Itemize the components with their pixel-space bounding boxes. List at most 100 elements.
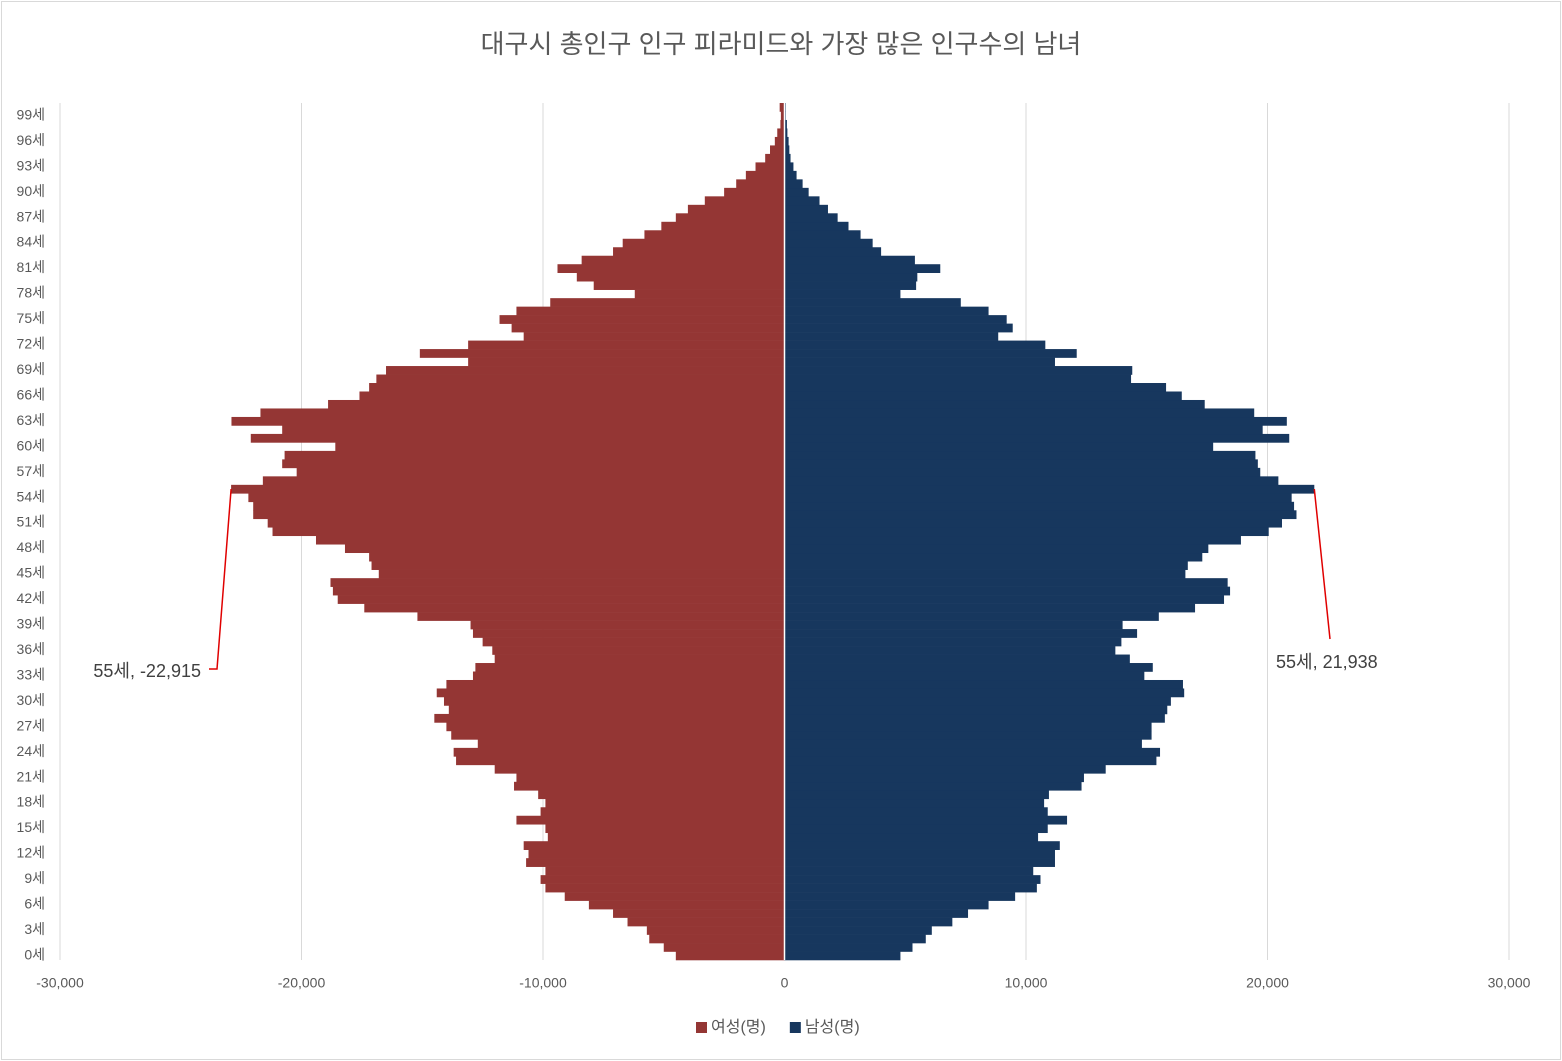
bar <box>332 586 785 596</box>
bar <box>646 926 785 935</box>
bar <box>784 747 1161 757</box>
annotation: 55세, 21,938 <box>1276 652 1378 672</box>
bar <box>482 637 785 647</box>
bar <box>376 374 785 384</box>
bar <box>784 289 901 299</box>
bar <box>784 552 1203 562</box>
bar <box>784 119 787 129</box>
bar <box>557 264 785 274</box>
bar <box>523 332 785 341</box>
y-tick-label: 21세 <box>17 768 45 784</box>
bar <box>315 535 785 545</box>
bar <box>344 544 785 554</box>
leader-line <box>209 489 232 670</box>
x-tick-label: 0 <box>781 975 789 991</box>
bar <box>330 578 785 587</box>
bar <box>282 425 785 435</box>
bar <box>736 179 785 189</box>
bar <box>451 730 785 740</box>
bar <box>784 883 1037 893</box>
y-tick-label: 42세 <box>17 590 45 606</box>
bar <box>784 629 1138 638</box>
bar <box>419 349 785 358</box>
bar <box>784 671 1145 681</box>
bar <box>784 230 861 240</box>
bar <box>784 383 1167 392</box>
y-tick-label: 57세 <box>17 463 45 479</box>
bar <box>675 951 785 961</box>
y-tick-label: 24세 <box>17 743 45 759</box>
bar <box>784 756 1157 766</box>
bar <box>576 272 785 282</box>
bar <box>784 306 989 316</box>
y-tick-label: 66세 <box>17 386 45 402</box>
bar <box>784 807 1048 817</box>
bar <box>434 713 785 723</box>
bar <box>494 654 785 664</box>
bar <box>443 696 785 706</box>
y-tick-label: 48세 <box>17 539 45 555</box>
bar <box>328 399 785 409</box>
bar <box>593 281 785 290</box>
y-tick-label: 15세 <box>17 819 45 835</box>
bar <box>784 264 941 274</box>
y-tick-label: 93세 <box>17 157 45 173</box>
bar <box>456 756 785 766</box>
bar <box>784 484 1315 494</box>
bar <box>687 204 785 214</box>
bar <box>784 467 1261 477</box>
y-tick-label: 69세 <box>17 361 45 377</box>
bar <box>784 136 789 146</box>
bar <box>468 340 785 350</box>
bar <box>644 230 785 240</box>
bar <box>784 374 1132 384</box>
bar <box>784 781 1082 791</box>
bar <box>784 790 1049 800</box>
y-tick-label: 12세 <box>17 845 45 861</box>
bar <box>417 612 785 621</box>
bar <box>780 119 785 129</box>
legend-swatch <box>696 1022 707 1033</box>
bar <box>627 917 785 927</box>
y-tick-label: 39세 <box>17 616 45 632</box>
bar <box>784 900 989 910</box>
bar <box>784 578 1228 587</box>
bar <box>784 654 1130 664</box>
bar <box>784 204 828 214</box>
bar <box>784 332 999 341</box>
bar <box>784 255 915 265</box>
bar <box>523 841 785 850</box>
bar <box>784 832 1039 842</box>
bar <box>774 136 785 146</box>
bar <box>784 510 1297 520</box>
bar <box>784 892 1016 901</box>
bar <box>784 162 794 172</box>
x-tick-label: 20,000 <box>1246 975 1289 991</box>
y-tick-label: 27세 <box>17 717 45 733</box>
bar <box>784 349 1077 358</box>
bar <box>516 306 785 316</box>
y-tick-label: 81세 <box>17 259 45 275</box>
bar <box>704 196 785 206</box>
bar <box>784 357 1055 367</box>
bar <box>359 391 785 401</box>
bar <box>499 315 785 324</box>
bar <box>784 476 1279 486</box>
bar <box>386 366 785 375</box>
annotation: 55세, -22,915 <box>93 661 201 681</box>
bar <box>446 722 785 732</box>
y-tick-label: 33세 <box>17 666 45 682</box>
bar <box>545 798 785 808</box>
y-tick-label: 51세 <box>17 514 45 530</box>
bar <box>784 442 1214 452</box>
bar <box>613 247 785 257</box>
bar <box>477 739 785 749</box>
bar <box>784 866 1034 876</box>
bar <box>784 391 1182 401</box>
bar <box>784 425 1263 435</box>
bar <box>784 196 820 206</box>
bar <box>675 213 785 223</box>
bar <box>516 815 785 825</box>
bar <box>538 790 785 800</box>
bar <box>784 595 1225 604</box>
